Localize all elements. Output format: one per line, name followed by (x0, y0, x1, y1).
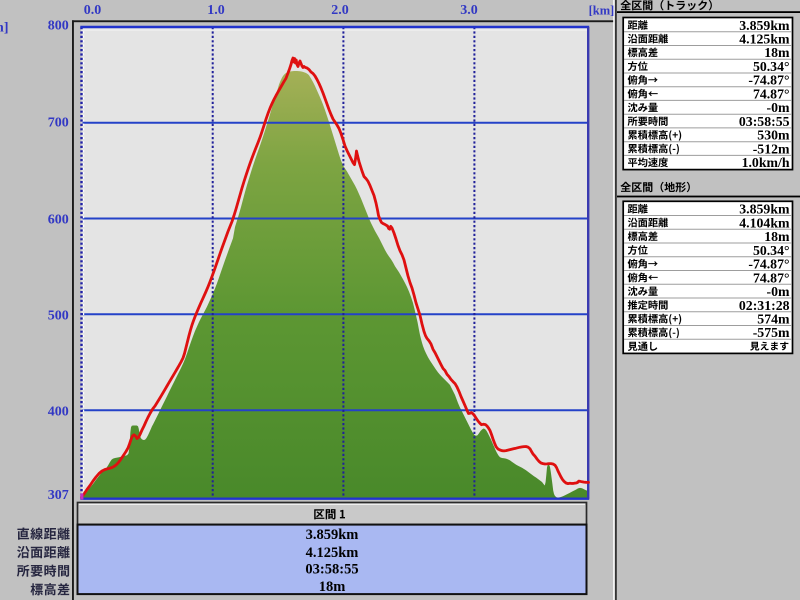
svg-text:03:58:55: 03:58:55 (305, 562, 358, 578)
svg-text:307: 307 (48, 488, 69, 503)
svg-text:-512m: -512m (753, 141, 790, 156)
svg-text:74.87°: 74.87° (753, 270, 790, 285)
svg-text:500: 500 (48, 308, 69, 323)
svg-text:2.0: 2.0 (331, 3, 349, 18)
svg-text:18m: 18m (764, 229, 790, 244)
svg-text:-0m: -0m (767, 100, 790, 115)
svg-text:-575m: -575m (753, 325, 790, 340)
svg-text:4.125km: 4.125km (306, 545, 359, 561)
svg-text:3.859km: 3.859km (306, 527, 359, 543)
svg-text:400: 400 (48, 404, 69, 419)
svg-text:3.0: 3.0 (460, 3, 478, 18)
svg-text:3.859km: 3.859km (739, 202, 790, 217)
svg-text:600: 600 (48, 212, 69, 227)
svg-text:700: 700 (48, 116, 69, 131)
svg-text:50.34°: 50.34° (753, 243, 790, 258)
svg-text:18m: 18m (319, 579, 346, 595)
svg-text:03:58:55: 03:58:55 (739, 114, 790, 129)
svg-text:1.0km/h: 1.0km/h (742, 155, 790, 170)
svg-text:530m: 530m (757, 128, 790, 143)
svg-text:0.0: 0.0 (84, 3, 102, 18)
svg-text:574m: 574m (757, 312, 790, 327)
svg-text:18m: 18m (764, 45, 790, 60)
svg-text:4.125km: 4.125km (739, 32, 790, 47)
svg-text:74.87°: 74.87° (753, 87, 790, 102)
svg-text:[km]: [km] (589, 4, 615, 18)
svg-text:-74.87°: -74.87° (748, 257, 789, 272)
svg-text:800: 800 (48, 18, 69, 33)
svg-text:[m]: [m] (0, 21, 9, 36)
svg-text:4.104km: 4.104km (739, 215, 790, 230)
svg-text:-74.87°: -74.87° (748, 73, 789, 88)
svg-text:02:31:28: 02:31:28 (739, 298, 790, 313)
svg-text:-0m: -0m (767, 284, 790, 299)
svg-text:3.859km: 3.859km (739, 18, 790, 33)
svg-text:50.34°: 50.34° (753, 59, 790, 74)
svg-text:1.0: 1.0 (207, 3, 225, 18)
